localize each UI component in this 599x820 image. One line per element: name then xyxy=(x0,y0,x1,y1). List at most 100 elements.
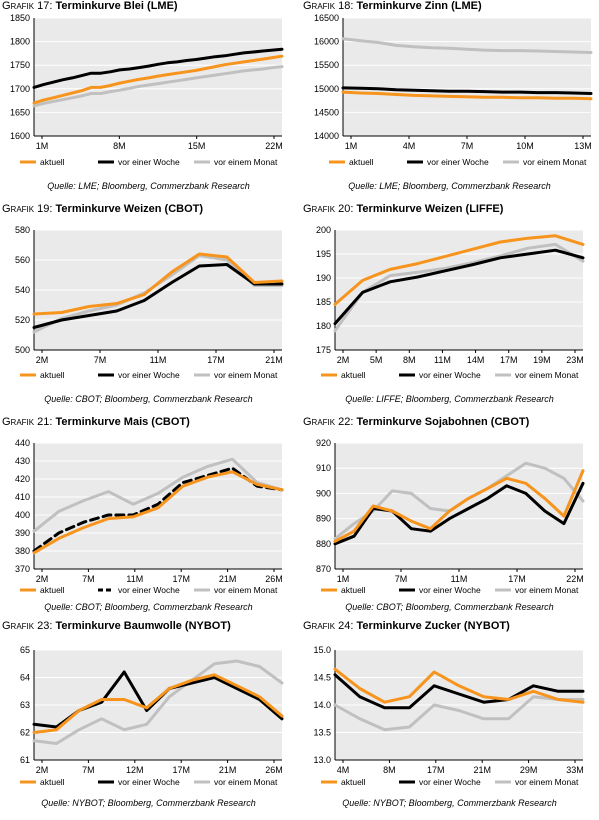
x-tick-label: 17M xyxy=(427,765,445,775)
x-tick-label: 21M xyxy=(473,765,491,775)
x-tick-label: 7M xyxy=(82,765,95,775)
y-tick-label: 500 xyxy=(15,345,30,355)
chart-svg: 500 520 540 560 580 2M 7M 11M 17M 21M aktuell vor e… xyxy=(15,225,284,380)
chart-svg: 870 880 890 900 910 920 1M 7M 11M 17M 22M aktuell vo… xyxy=(316,438,585,595)
x-tick-label: 7M xyxy=(395,574,408,584)
legend-label: vor einem Monat xyxy=(515,585,579,595)
x-tick-label: 1M xyxy=(345,141,358,151)
y-tick-label: 440 xyxy=(15,438,30,448)
chart-title: Grafik 23: Terminkurve Baumwolle (NYBOT) xyxy=(2,620,231,632)
legend-label: vor einem Monat xyxy=(214,585,278,595)
y-tick-label: 1850 xyxy=(10,13,30,23)
chart-title-prefix: Grafik 23: xyxy=(2,620,56,632)
series-line-aktuell xyxy=(333,234,585,306)
x-tick-label: 10M xyxy=(516,141,534,151)
series-line-vor-einer-woche xyxy=(32,466,284,553)
x-tick-label: 21M xyxy=(219,574,237,584)
series-line-aktuell xyxy=(32,470,284,555)
legend-label: vor einem Monat xyxy=(515,370,579,380)
y-tick-label: 890 xyxy=(316,514,331,524)
legend-label: vor einem Monat xyxy=(214,157,278,167)
chart-title: Grafik 18: Terminkurve Zinn (LME) xyxy=(303,0,482,12)
chart-title-main: Terminkurve Zinn (LME) xyxy=(356,0,482,12)
series-line-aktuell xyxy=(333,469,585,543)
x-tick-label: 29M xyxy=(520,765,538,775)
legend-label: vor einer Woche xyxy=(118,157,180,167)
chart-source: Quelle: LIFFE; Bloomberg, Commerzbank Re… xyxy=(345,394,554,404)
chart-title-main: Terminkurve Zucker (NYBOT) xyxy=(356,620,510,632)
chart-title: Grafik 20: Terminkurve Weizen (LIFFE) xyxy=(303,203,503,215)
chart-title-main: Terminkurve Weizen (CBOT) xyxy=(55,203,204,215)
plot-area xyxy=(335,230,583,350)
series-line-vor-einem-monat xyxy=(341,37,593,54)
x-tick-label: 2M xyxy=(36,574,49,584)
series-line-vor-einem-monat xyxy=(333,695,585,732)
y-tick-label: 16500 xyxy=(314,13,339,23)
legend-label: aktuell xyxy=(341,370,366,380)
series-line-vor-einem-monat xyxy=(333,242,585,333)
chart-source: Quelle: CBOT; Bloomberg, Commerzbank Res… xyxy=(44,602,253,612)
x-tick-label: 22M xyxy=(566,574,584,584)
series-line-vor-einem-monat xyxy=(32,65,284,108)
y-tick-label: 390 xyxy=(15,528,30,538)
x-tick-label: 1M xyxy=(337,574,350,584)
x-tick-label: 8M xyxy=(383,765,396,775)
y-tick-label: 14.0 xyxy=(313,700,331,710)
y-tick-label: 380 xyxy=(15,546,30,556)
chart-panel-20: Grafik 20: Terminkurve Weizen (LIFFE) 17… xyxy=(301,203,598,404)
x-tick-label: 15M xyxy=(188,141,206,151)
y-tick-label: 430 xyxy=(15,456,30,466)
chart-svg: 61 62 63 64 65 2M 7M 12M 17M 21M 26M aktuell vor ein… xyxy=(20,645,284,787)
x-tick-label: 13M xyxy=(574,141,592,151)
chart-title-prefix: Grafik 24: xyxy=(303,620,357,632)
x-tick-label: 17M xyxy=(207,355,225,365)
y-tick-label: 410 xyxy=(15,492,30,502)
x-tick-label: 33M xyxy=(566,765,584,775)
series-line-vor-einem-monat xyxy=(32,659,284,745)
chart-source: Quelle: NYBOT; Bloomberg, Commerzbank Re… xyxy=(342,798,557,808)
y-tick-label: 64 xyxy=(20,673,30,683)
y-tick-label: 520 xyxy=(15,315,30,325)
chart-panel-24: Grafik 24: Terminkurve Zucker (NYBOT) 13… xyxy=(301,620,598,820)
y-tick-label: 61 xyxy=(20,755,30,765)
x-tick-label: 17M xyxy=(172,574,190,584)
legend-label: aktuell xyxy=(40,157,65,167)
x-tick-label: 2M xyxy=(36,765,49,775)
chart-source: Quelle: CBOT; Bloomberg, Commerzbank Res… xyxy=(44,394,253,404)
legend-label: vor einer Woche xyxy=(419,370,481,380)
y-tick-label: 910 xyxy=(316,463,331,473)
plot-area xyxy=(343,18,591,136)
x-tick-label: 11M xyxy=(434,355,451,365)
chart-panel-23: Grafik 23: Terminkurve Baumwolle (NYBOT)… xyxy=(0,620,297,820)
y-tick-label: 920 xyxy=(316,438,331,448)
chart-svg: 14000 14500 15000 15500 16000 16500 1M 4M 7M 10M 1… xyxy=(314,13,593,167)
series-line-aktuell xyxy=(32,673,284,734)
series-line-vor-einer-woche xyxy=(32,263,284,329)
legend-label: aktuell xyxy=(341,585,366,595)
y-tick-label: 560 xyxy=(15,255,30,265)
y-tick-label: 62 xyxy=(20,728,30,738)
x-tick-label: 11M xyxy=(126,574,143,584)
chart-svg: 175 180 185 190 195 200 2M 5M 8M 11M 14M 17M 19M 23M a… xyxy=(316,225,585,380)
y-tick-label: 13.0 xyxy=(313,755,331,765)
x-tick-label: 11M xyxy=(150,355,167,365)
series-line-vor-einer-woche xyxy=(333,248,585,326)
legend-label: aktuell xyxy=(341,777,366,787)
legend-label: vor einem Monat xyxy=(523,157,587,167)
chart-title-prefix: Grafik 22: xyxy=(303,416,357,428)
x-tick-label: 19M xyxy=(533,355,551,365)
x-tick-label: 21M xyxy=(219,765,237,775)
chart-title-main: Terminkurve Baumwolle (NYBOT) xyxy=(55,620,231,632)
y-tick-label: 900 xyxy=(316,488,331,498)
x-tick-label: 26M xyxy=(265,765,283,775)
series-line-aktuell xyxy=(341,90,593,101)
chart-title: Grafik 21: Terminkurve Mais (CBOT) xyxy=(2,416,190,428)
chart-title-main: Terminkurve Weizen (LIFFE) xyxy=(356,203,504,215)
legend-label: aktuell xyxy=(40,777,65,787)
chart-title: Grafik 19: Terminkurve Weizen (CBOT) xyxy=(2,203,203,215)
series-line-vor-einer-woche xyxy=(333,673,585,710)
x-tick-label: 7M xyxy=(94,355,107,365)
series-line-vor-einer-woche xyxy=(341,86,593,95)
y-tick-label: 1600 xyxy=(10,131,30,141)
chart-svg: 1600 1650 1700 1750 1800 1850 1M 8M 15M 22M aktuel… xyxy=(10,13,284,167)
